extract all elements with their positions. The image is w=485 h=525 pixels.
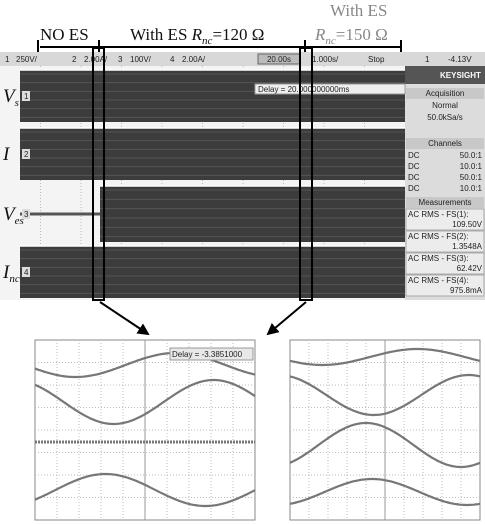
text: R: [191, 25, 203, 44]
measure-value: 109.50V: [452, 220, 482, 229]
channel-marker: 3: [24, 210, 29, 219]
toolbar-text: 3: [118, 55, 123, 64]
label-es150-line1: With ES: [330, 1, 387, 20]
measure-label: AC RMS - FS(2):: [408, 232, 468, 241]
delay: Delay = 20.000000000ms: [258, 85, 349, 94]
channel-coupling: DC: [408, 162, 420, 171]
channel-coupling: DC: [408, 151, 420, 160]
arrow: [100, 302, 148, 334]
channel-marker: 1: [24, 92, 29, 101]
trigger-level: -4.13V: [448, 55, 472, 64]
measure-label: AC RMS - FS(3):: [408, 254, 468, 263]
arrow: [268, 302, 306, 334]
zoom-views: Delay = -3.3851000: [35, 340, 480, 520]
toolbar-text: 2.00A/: [182, 55, 206, 64]
text: =120 Ω: [212, 25, 264, 44]
channel-probe: 10.0:1: [460, 162, 483, 171]
text: nc: [202, 35, 213, 47]
measure-value: 1.3548A: [452, 242, 482, 251]
label-no-es: NO ES: [40, 25, 89, 44]
panel-title: Channels: [428, 139, 462, 148]
measure-label: AC RMS - FS(1):: [408, 210, 468, 219]
brand: KEYSIGHT: [440, 71, 481, 80]
channel-probe: 50.0:1: [460, 151, 483, 160]
figure: NO ES With ES Rnc=120 Ω With ES Rnc=150 …: [0, 0, 485, 525]
acq-rate: 50.0kSa/s: [427, 113, 463, 122]
time-scale: 1.000s/: [312, 55, 339, 64]
text: s: [15, 97, 19, 109]
label-es120: With ES Rnc=120 Ω: [130, 25, 264, 47]
channel-marker: 2: [24, 150, 29, 159]
acq-mode: Normal: [432, 101, 458, 110]
label-es150: Rnc=150 Ω: [314, 25, 388, 47]
channel-probe: 50.0:1: [460, 173, 483, 182]
text: es: [15, 215, 24, 227]
text: nc: [325, 35, 336, 47]
status: Stop: [368, 55, 385, 64]
text: With ES: [130, 25, 192, 44]
measure-value: 975.8mA: [450, 286, 483, 295]
toolbar-text: 2: [72, 55, 77, 64]
toolbar-text: 1: [5, 55, 10, 64]
annotations: NO ES With ES Rnc=120 Ω With ES Rnc=150 …: [38, 1, 401, 54]
trace-band: [20, 246, 405, 298]
channel-marker: 4: [24, 268, 29, 277]
channel-coupling: DC: [408, 173, 420, 182]
text: R: [314, 25, 326, 44]
channel-coupling: DC: [408, 184, 420, 193]
toolbar-text: 250V/: [16, 55, 38, 64]
text: nc: [9, 273, 20, 285]
measure-label: AC RMS - FS(4):: [408, 276, 468, 285]
trace-band: [20, 128, 405, 180]
trace-band: [20, 70, 405, 122]
zoom-delay: Delay = -3.3851000: [172, 350, 243, 359]
measure-value: 62.42V: [457, 264, 483, 273]
text: =150 Ω: [336, 25, 388, 44]
toolbar-text: 4: [170, 55, 175, 64]
timebase: 20.00s: [267, 55, 291, 64]
panel-title: Acquisition: [426, 89, 465, 98]
trace-band: [100, 186, 405, 242]
panel-title: Measurements: [419, 198, 472, 207]
toolbar-text: 100V/: [130, 55, 152, 64]
channel-probe: 10.0:1: [460, 184, 483, 193]
trigger-channel: 1: [425, 55, 430, 64]
